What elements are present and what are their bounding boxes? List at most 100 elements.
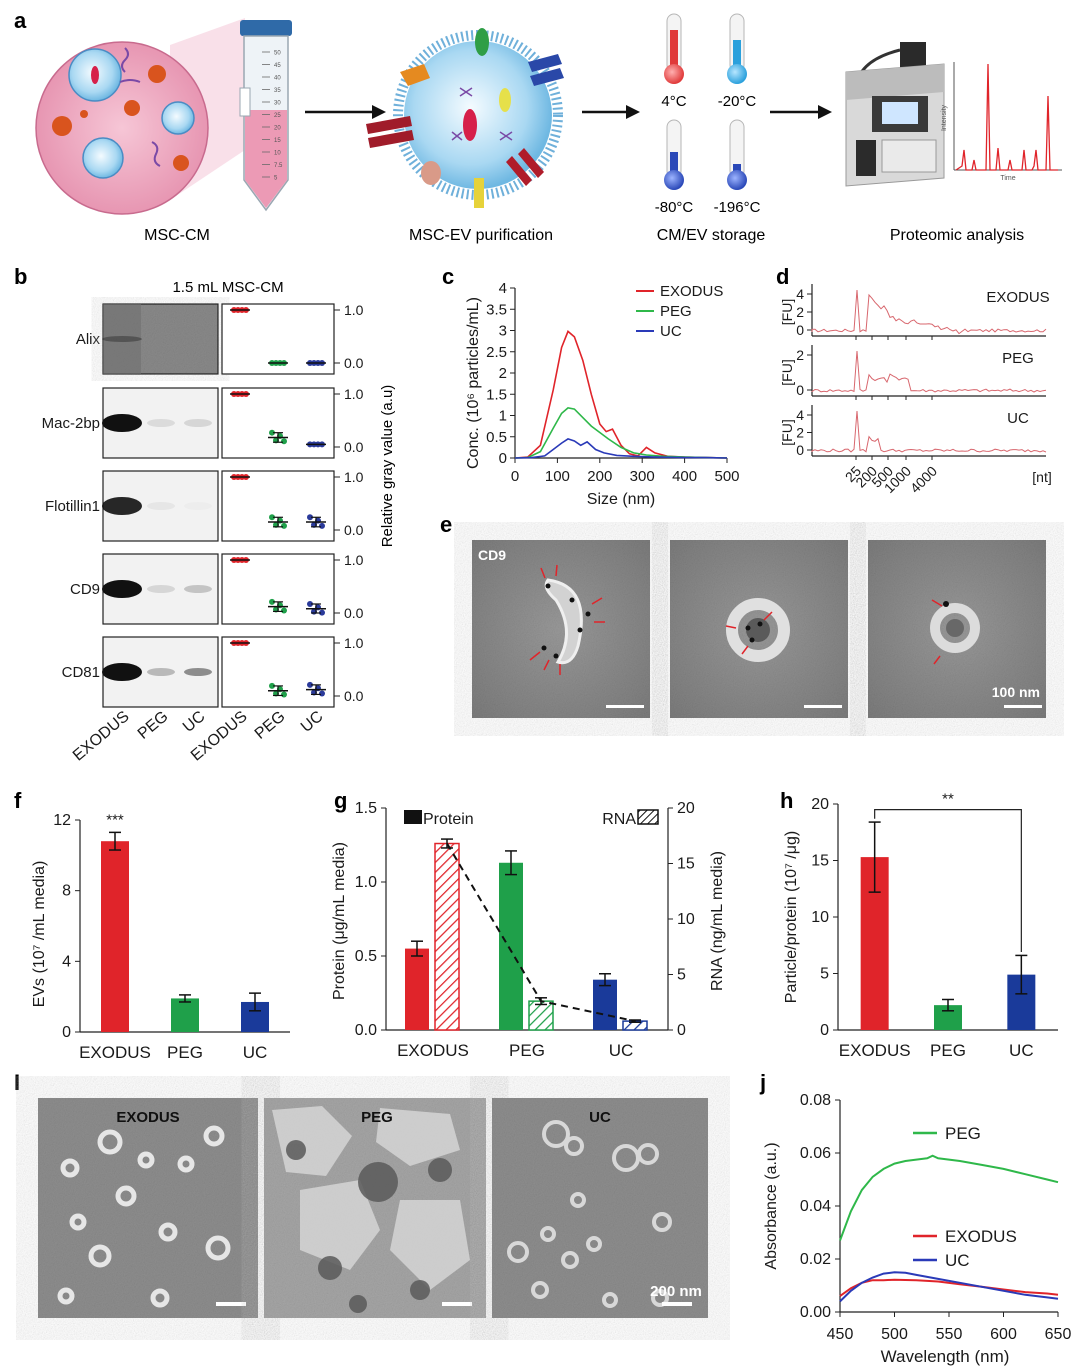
em-scale-200nm: 200 nm	[650, 1283, 702, 1300]
x-tick-label: 500	[881, 1326, 908, 1343]
y-tick-label: 0.02	[800, 1251, 831, 1268]
dish-contents	[52, 47, 195, 179]
panel-letter-e: e	[440, 512, 452, 537]
x-tick-label: 400	[672, 468, 697, 485]
tube-tick-label: 45	[274, 63, 281, 69]
blot-band-peg	[147, 668, 175, 676]
em-label-cd9: CD9	[478, 547, 506, 563]
trace-uc: 4 20[FU] UC	[779, 405, 1047, 460]
bar-peg	[171, 998, 199, 1032]
x-category-label: UC	[609, 1041, 634, 1060]
x-category-label: EXODUS	[397, 1041, 469, 1060]
chart-particle-protein: 0 5 10 15 20 EXODUS PEG UC ** Particle/protein (1…	[783, 791, 1058, 1060]
arrow-head	[818, 105, 832, 119]
blot-band-exodus	[102, 336, 142, 342]
spectrum-xlabel: Time	[1000, 175, 1015, 182]
panel-letter-d: d	[776, 264, 789, 289]
ev-diagram	[366, 28, 564, 208]
y-axis-label: Particle/protein (10⁷ /μg)	[783, 831, 800, 1003]
tube-tick-label: 30	[274, 101, 281, 107]
significance-marker: **	[942, 791, 954, 808]
y-tick-label: 2	[796, 425, 804, 441]
y-axis-label: [FU]	[779, 419, 795, 445]
panel-i: I EXODUS PEG	[14, 1070, 708, 1318]
x-category-label: PEG	[930, 1041, 966, 1060]
y-axis-label: [FU]	[779, 299, 795, 325]
legend-label-uc: UC	[945, 1251, 970, 1270]
blot-band-exodus	[102, 414, 142, 432]
x-category-label: UC	[243, 1043, 268, 1062]
lane-label-uc: UC	[180, 708, 209, 736]
dot-uc	[319, 690, 325, 697]
y-tick-label: 4	[796, 286, 804, 302]
y-tick-label: 1.5	[486, 386, 507, 403]
y-axis-label: [FU]	[779, 359, 795, 385]
em-label-exodus: EXODUS	[116, 1109, 179, 1126]
thermometer-minus80c	[664, 119, 684, 190]
y-axis-label: Conc. (10⁶ particles/mL)	[465, 297, 482, 469]
legend-label-peg: PEG	[660, 303, 692, 320]
x-tick-label: 650	[1045, 1326, 1072, 1343]
y-tick-label: 0.0	[344, 605, 364, 621]
y-tick-label: 15	[811, 853, 829, 870]
blot-band-exodus	[102, 663, 142, 681]
blot-band-exodus	[102, 497, 142, 515]
dot-uc	[319, 522, 325, 529]
dot-peg	[269, 514, 275, 521]
x-tick-label: 100	[545, 468, 570, 485]
trace-line	[811, 350, 1047, 393]
blot-band-peg	[147, 502, 175, 510]
y-tick-label: 0	[796, 442, 804, 458]
panel-letter-i: I	[14, 1070, 20, 1095]
y-axis-label: Absorbance (a.u.)	[763, 1142, 780, 1269]
y-tick-label-left: 1.0	[355, 874, 377, 891]
y-tick-label: 4	[499, 280, 507, 297]
tube-tick-label: 7.5	[274, 163, 283, 169]
em-scale-100nm: 100 nm	[992, 684, 1040, 700]
y-tick-label: 0.06	[800, 1145, 831, 1162]
y-tick-label: 3	[499, 323, 507, 340]
em-image-exodus: EXODUS	[38, 1098, 258, 1318]
trace-label: EXODUS	[986, 289, 1049, 306]
wb-row-mac-2bp: Mac-2bp 1.0 0.0	[42, 386, 364, 459]
blot-band-uc	[184, 668, 212, 676]
panel-d: d 420[FU]EXODUS20[FU]PEG420[FU]UC2520050…	[776, 264, 1052, 496]
chart-protein-rna: 0.0 0.5 1.0 1.5 0 5 10 15 20 EXODUS PEG UC Protein RN…	[331, 800, 726, 1060]
temp-minus20c: -20°C	[718, 93, 757, 110]
y-tick-label: 20	[811, 796, 829, 813]
tube-tick-label: 40	[274, 76, 281, 82]
y-tick-label: 0.0	[344, 522, 364, 538]
y-tick-label: 2	[796, 347, 804, 363]
y-axis-label-right: RNA (ng/mL media)	[709, 851, 726, 991]
arrow-head	[372, 105, 386, 119]
tube-tick-label: 5	[274, 176, 278, 182]
lane-label-uc: UC	[298, 708, 327, 736]
dot-peg	[281, 691, 287, 698]
y-tick-label-left: 0.5	[355, 948, 377, 965]
blot-lane-shade	[103, 304, 141, 374]
tube-scale: 50 45 40 35 30 25 20 15 10 7.5 5	[262, 51, 283, 182]
dot-peg	[281, 607, 287, 614]
dot-uc	[307, 681, 313, 688]
bar-protein-uc	[593, 979, 617, 1030]
legend-label-rna: RNA	[602, 811, 636, 828]
thermometer-minus196c	[727, 119, 747, 190]
y-tick-label: 0.08	[800, 1092, 831, 1109]
panel-letter-a: a	[14, 8, 27, 33]
legend-swatch-protein	[404, 810, 422, 824]
y-tick-label: 0	[499, 450, 507, 467]
falcon-tube: 50 45 40 35 30 25 20 15 10 7.5 5	[239, 20, 292, 212]
dot-uc	[319, 609, 325, 616]
blot-band-peg	[147, 585, 175, 593]
x-category-label: EXODUS	[839, 1041, 911, 1060]
x-category-label: EXODUS	[79, 1043, 151, 1062]
x-tick-label: 600	[990, 1326, 1017, 1343]
step-label-msc-ev-purification: MSC-EV purification	[409, 227, 553, 244]
y-tick-label: 2	[796, 304, 804, 320]
y-tick-label: 1	[499, 408, 507, 425]
y-tick-label: 0.00	[800, 1304, 831, 1321]
dot-peg	[281, 438, 287, 445]
arrow-head	[626, 105, 640, 119]
em-image-uc: UC 200 nm	[492, 1098, 708, 1318]
x-axis-label: [nt]	[1032, 469, 1051, 485]
